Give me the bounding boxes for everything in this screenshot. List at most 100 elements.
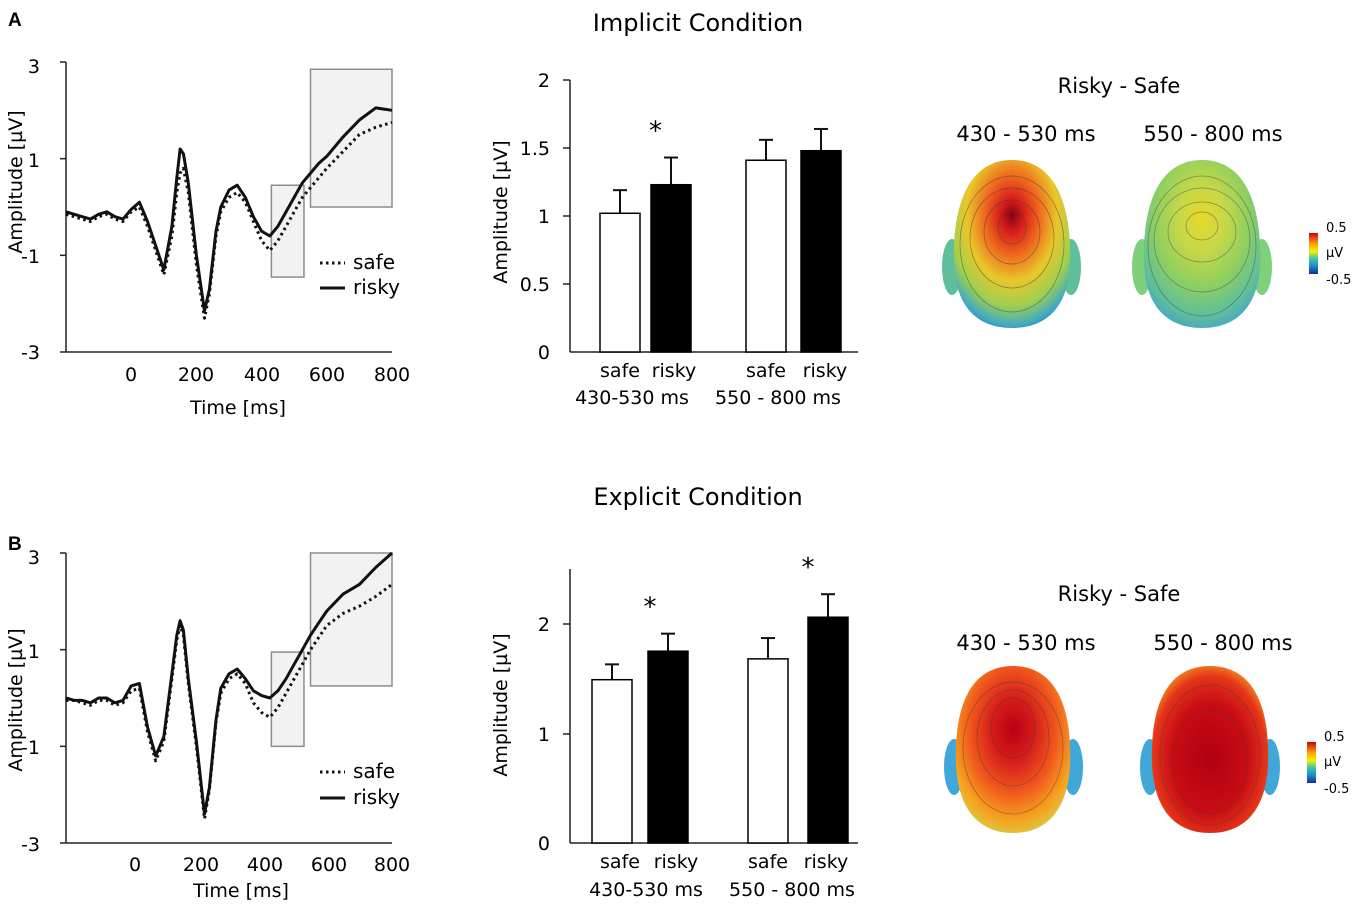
bar-safe-late — [747, 658, 789, 844]
topomap-title: Risky - Safe — [1058, 74, 1181, 98]
y-tick-minus-1: -1 — [21, 737, 40, 759]
colorbar — [1309, 233, 1318, 274]
legend-risky-label: risky — [353, 785, 400, 809]
head-topomap-late — [1140, 666, 1280, 833]
scalp-map — [1143, 160, 1261, 328]
head-topomap-early — [944, 666, 1083, 833]
topomap-label-late: 550 - 800 ms — [1153, 631, 1292, 655]
y-axis-label: Amplitude [µV] — [490, 633, 512, 776]
legend-safe-label: safe — [353, 759, 395, 783]
bar-risky-early — [650, 183, 692, 353]
legend-safe-label: safe — [353, 250, 395, 274]
x-tick-200: 200 — [178, 364, 214, 386]
bar-label-safe-early: safe — [600, 851, 640, 873]
bar-safe-early — [599, 212, 641, 353]
time-window-box-late — [309, 552, 393, 687]
time-window-box-early — [270, 651, 305, 748]
significance-marker: * — [649, 117, 662, 147]
y-tick-1-5: 1.5 — [520, 138, 550, 160]
colorbar — [1307, 742, 1316, 783]
panel-letter-b: B — [8, 534, 22, 555]
amplitude-bar-chart-implicit: 2 1.5 1 0.5 0 Amplitude [µV] safe risky … — [490, 70, 858, 409]
erp-line-chart-implicit: 3 1 -1 -3 0 200 400 600 800 Time [ms] Am… — [5, 56, 410, 419]
head-topomap-early — [942, 160, 1081, 328]
y-tick-0-5: 0.5 — [520, 274, 550, 296]
x-tick-800: 800 — [374, 364, 410, 386]
y-tick-0: 0 — [538, 833, 550, 855]
group-label-430-530: 430-530 ms — [575, 387, 689, 409]
y-tick-0: 0 — [538, 342, 550, 364]
amplitude-bar-chart-explicit: 2 1 0 Amplitude [µV] safe risky safe ris… — [490, 553, 858, 901]
explicit-condition-title: Explicit Condition — [593, 483, 802, 511]
y-tick-1: 1 — [538, 724, 550, 746]
bar-label-safe-late: safe — [748, 851, 788, 873]
y-tick-3: 3 — [28, 56, 40, 78]
panel-letter-a: A — [8, 10, 22, 31]
x-axis-label: Time [ms] — [192, 880, 289, 902]
x-tick-600: 600 — [311, 854, 347, 876]
safe-erp-line — [66, 583, 393, 821]
scalp-map — [955, 666, 1071, 833]
bar-label-safe-late: safe — [746, 360, 786, 382]
topomap-label-early: 430 - 530 ms — [956, 122, 1095, 146]
bar-label-risky-early: risky — [652, 360, 697, 382]
contour-lines — [962, 681, 1064, 815]
risky-erp-line — [65, 551, 393, 816]
risky-erp-line — [65, 106, 393, 313]
colorbar-min: -0.5 — [1324, 782, 1349, 797]
x-tick-200: 200 — [183, 854, 219, 876]
y-tick-minus-1: -1 — [21, 246, 40, 268]
colorbar-max: 0.5 — [1326, 221, 1347, 236]
x-tick-600: 600 — [309, 364, 345, 386]
x-tick-0: 0 — [125, 364, 137, 386]
y-tick-2: 2 — [538, 70, 550, 92]
topomap-title: Risky - Safe — [1058, 582, 1181, 606]
colorbar-min: -0.5 — [1326, 273, 1351, 288]
topography-maps-implicit: Risky - Safe 430 - 530 ms 550 - 800 ms — [942, 74, 1351, 328]
implicit-condition-title: Implicit Condition — [593, 9, 803, 37]
x-axis-label: Time [ms] — [189, 397, 286, 419]
time-window-box-late — [309, 68, 393, 208]
colorbar-unit: µV — [1326, 246, 1343, 261]
y-tick-2: 2 — [538, 614, 550, 636]
contour-lines — [959, 175, 1065, 313]
topomap-label-early: 430 - 530 ms — [956, 631, 1095, 655]
head-topomap-late — [1132, 160, 1272, 328]
y-tick-1: 1 — [28, 641, 40, 663]
colorbar-unit: µV — [1324, 755, 1341, 770]
x-tick-400: 400 — [244, 364, 280, 386]
y-tick-3: 3 — [28, 547, 40, 569]
bar-label-risky-late: risky — [804, 851, 849, 873]
topography-maps-explicit: Risky - Safe 430 - 530 ms 550 - 800 ms 0… — [944, 582, 1349, 833]
y-axis-label: Amplitude [µV] — [5, 110, 27, 253]
y-tick-1: 1 — [538, 206, 550, 228]
y-tick-1: 1 — [28, 150, 40, 172]
erp-line-chart-explicit: 3 1 -1 -3 0 200 400 600 800 Time [ms] Am… — [5, 547, 410, 902]
contour-lines — [1159, 684, 1261, 826]
group-label-550-800: 550 - 800 ms — [715, 387, 841, 409]
time-window-box-early — [270, 184, 305, 278]
y-axis-label: Amplitude [µV] — [490, 140, 512, 283]
bar-risky-late — [800, 149, 842, 353]
legend-risky-label: risky — [353, 275, 400, 299]
bar-label-risky-late: risky — [803, 360, 848, 382]
x-tick-800: 800 — [374, 854, 410, 876]
y-tick-minus-3: -3 — [21, 834, 40, 856]
x-tick-400: 400 — [247, 854, 283, 876]
topomap-label-late: 550 - 800 ms — [1143, 122, 1282, 146]
bar-safe-late — [745, 159, 787, 353]
bar-label-risky-early: risky — [654, 851, 699, 873]
y-axis-label: Amplitude [µV] — [5, 628, 27, 771]
significance-marker: * — [644, 593, 657, 623]
y-tick-minus-3: -3 — [21, 342, 40, 364]
contour-lines — [1147, 175, 1257, 317]
scalp-map — [1151, 666, 1269, 833]
x-tick-0: 0 — [129, 854, 141, 876]
bar-label-safe-early: safe — [600, 360, 640, 382]
group-label-550-800: 550 - 800 ms — [729, 879, 855, 901]
bar-risky-early — [647, 650, 689, 844]
bar-safe-early — [591, 678, 633, 844]
colorbar-max: 0.5 — [1324, 730, 1345, 745]
bar-risky-late — [807, 616, 849, 844]
